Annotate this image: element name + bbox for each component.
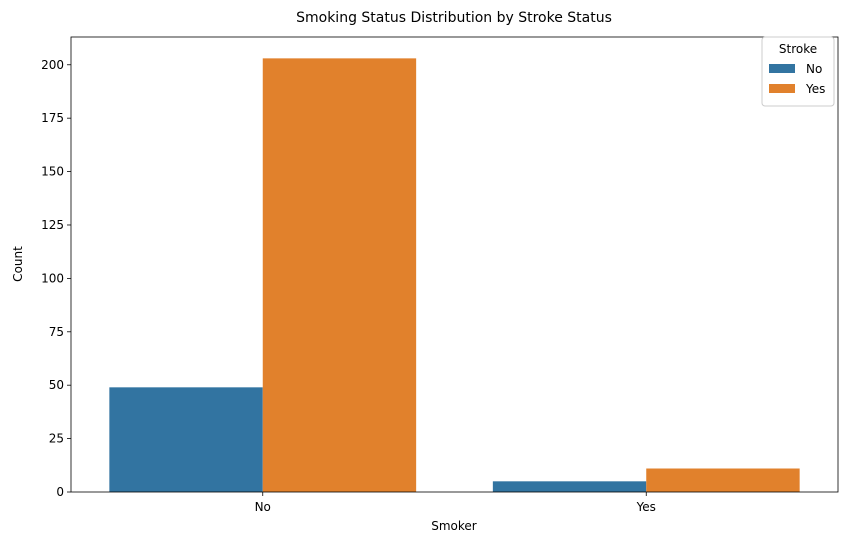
bar-no-no [109, 387, 263, 492]
y-tick-label: 50 [49, 378, 64, 392]
y-tick-label: 200 [41, 58, 64, 72]
y-tick-label: 0 [56, 485, 64, 499]
y-axis: 0 25 50 75 100 125 150 175 200 [41, 58, 71, 499]
y-tick-label: 75 [49, 325, 64, 339]
y-tick-label: 150 [41, 165, 64, 179]
plot-frame [70, 36, 839, 493]
bar-no-yes [262, 58, 417, 492]
x-tick-label: Yes [636, 500, 656, 514]
legend-label-yes: Yes [805, 82, 825, 96]
y-tick-label: 125 [41, 218, 64, 232]
bars-group [109, 58, 800, 492]
legend-swatch-no [769, 64, 795, 73]
x-axis: No Yes [255, 492, 656, 514]
legend-label-no: No [806, 62, 822, 76]
bar-yes-no [492, 481, 647, 492]
legend-swatch-yes [769, 84, 795, 93]
x-axis-label: Smoker [431, 519, 477, 533]
y-tick-label: 100 [41, 271, 64, 285]
y-tick-label: 175 [41, 111, 64, 125]
y-tick-label: 25 [49, 432, 64, 446]
chart-title: Smoking Status Distribution by Stroke St… [296, 10, 612, 26]
bar-yes-yes [646, 468, 800, 492]
plot-area: 0 25 50 75 100 125 150 175 200 No Yes [41, 36, 839, 514]
y-axis-label: Count [11, 246, 25, 282]
legend: Stroke No Yes [761, 36, 835, 107]
x-tick-label: No [255, 500, 271, 514]
legend-title: Stroke [779, 42, 817, 56]
